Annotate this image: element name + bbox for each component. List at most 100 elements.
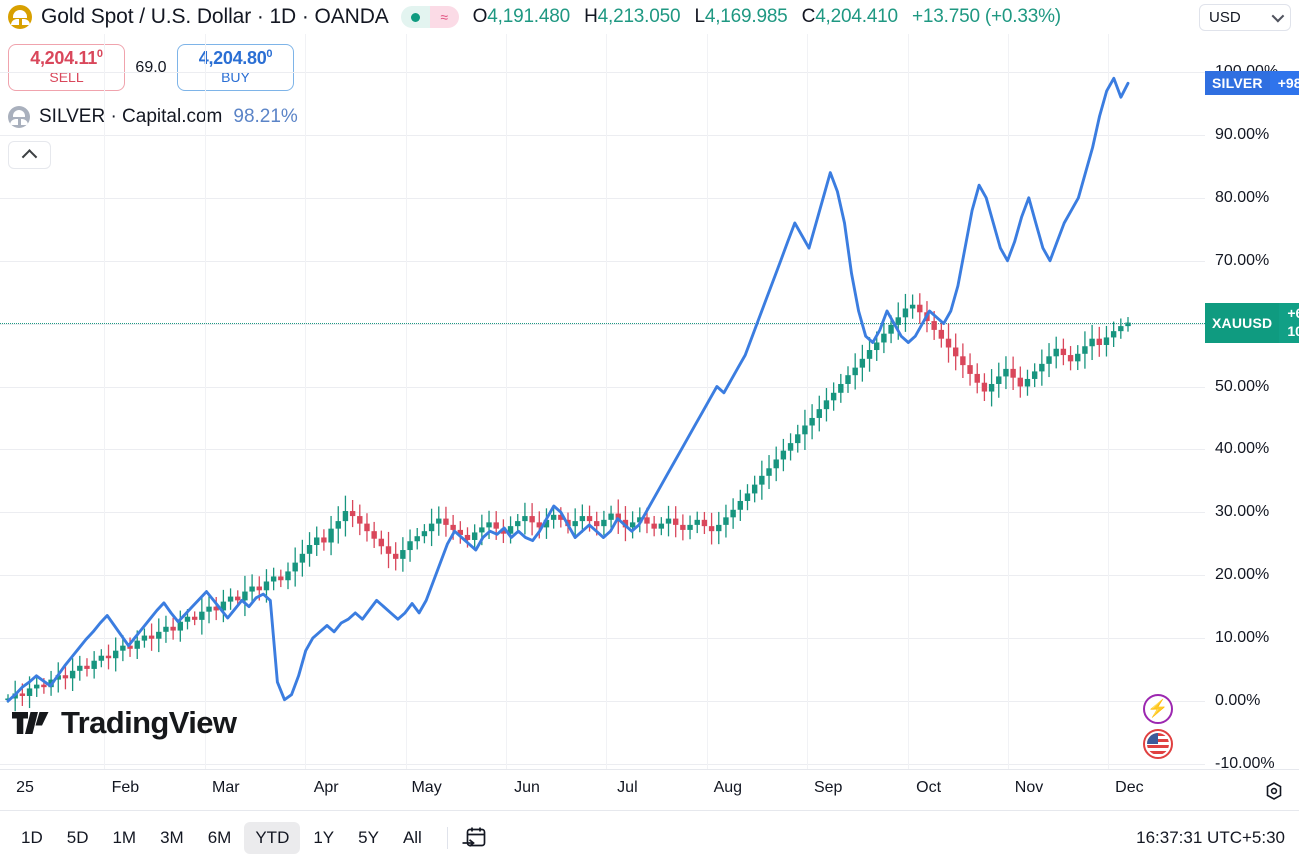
gridline-horizontal [0, 638, 1205, 640]
xauusd-price-badge[interactable]: XAUUSD +60.16% 10:52:28 [1205, 302, 1299, 343]
gridline-vertical [305, 34, 307, 769]
ohlc-high-value: 4,213.050 [597, 6, 681, 27]
sell-button[interactable]: 4,204.110 SELL [8, 44, 125, 91]
legend-item-silver[interactable]: SILVER · Capital.com 98.21% [8, 106, 298, 128]
candle-body [69, 670, 76, 679]
axis-settings-icon[interactable] [1263, 780, 1285, 802]
candle-body [206, 606, 212, 612]
candle-body [191, 616, 198, 620]
candle-body [479, 527, 485, 533]
time-axis[interactable]: 25 Feb Mar Apr May Jun Jul Aug Sep Oct Nov Dec [0, 769, 1299, 809]
candle-body [321, 537, 327, 543]
gridline-vertical [606, 34, 608, 769]
chart-series-layer [5, 76, 1131, 712]
candle-body [852, 367, 858, 376]
range-selector[interactable]: 1D 5D 1M 3M 6M YTD 1Y 5Y All [10, 821, 433, 854]
range-button-1m[interactable]: 1M [112, 827, 137, 847]
candle-body [644, 517, 650, 524]
range-button-3m[interactable]: 3M [160, 827, 184, 847]
candle-body [529, 516, 535, 523]
candle-body [457, 529, 464, 535]
candle-body [859, 358, 866, 368]
us-flag-icon[interactable] [1143, 729, 1173, 759]
market-open-dot-icon[interactable] [400, 6, 430, 28]
range-button-5d[interactable]: 5D [66, 827, 89, 847]
buy-button[interactable]: 4,204.800 BUY [177, 44, 294, 91]
candle-body [378, 538, 385, 547]
toolbar-divider [446, 826, 448, 849]
page-title[interactable]: Gold Spot / U.S. Dollar · 1D · OANDA [41, 5, 389, 28]
price-axis[interactable]: 100.00%90.00%80.00%70.00%60.00%50.00%40.… [1205, 34, 1299, 772]
ohlc-close-value: 4,204.410 [815, 6, 898, 27]
ohlc-low-value: 4,169.985 [704, 6, 788, 27]
time-axis-tick: Jun [514, 779, 540, 796]
currency-selector[interactable]: USD [1199, 4, 1291, 31]
candle-body [830, 392, 837, 401]
candle-body [500, 528, 507, 534]
candle-body [938, 329, 945, 339]
price-axis-tick: 20.00% [1215, 566, 1270, 584]
range-button-1d[interactable]: 1D [21, 827, 43, 847]
candle-body [400, 550, 406, 559]
silver-price-badge[interactable]: SILVER +98.21% [1205, 71, 1299, 96]
gold-bars-icon [8, 5, 32, 29]
collapse-legend-button[interactable] [8, 141, 51, 169]
chart-canvas[interactable]: TradingView [0, 34, 1205, 769]
candle-body [845, 375, 851, 384]
candle-body [988, 383, 995, 392]
silver-badge-value: +98.21% [1277, 74, 1299, 91]
candle-body [1096, 338, 1102, 345]
candle-body [996, 376, 1002, 384]
candle-body [62, 675, 69, 679]
silver-line-series [6, 76, 1130, 703]
candle-body [802, 425, 808, 435]
candle-body [292, 562, 298, 572]
candle-body [220, 601, 227, 611]
price-axis-tick: 10.00% [1215, 629, 1270, 647]
candle-body [364, 523, 370, 532]
candle-body [1046, 356, 1052, 364]
candle-body [716, 524, 722, 532]
candle-body [1031, 371, 1038, 379]
time-axis-tick: May [411, 779, 442, 796]
chart-header: Gold Spot / U.S. Dollar · 1D · OANDA ≈ O… [0, 0, 1299, 34]
candle-body [522, 516, 528, 522]
gridline-vertical [506, 34, 507, 769]
candle-body [213, 606, 219, 611]
time-axis-tick: Oct [916, 779, 942, 796]
candle-body [184, 616, 191, 622]
time-axis-tick: Sep [813, 779, 843, 796]
candle-body [299, 553, 306, 563]
range-button-6m[interactable]: 6M [207, 827, 232, 847]
candle-body [558, 514, 564, 520]
range-button-1y[interactable]: 1Y [313, 827, 335, 847]
range-button-all[interactable]: All [402, 827, 422, 847]
candle-body [931, 321, 937, 330]
calendar-range-icon[interactable] [460, 825, 488, 851]
bottom-toolbar: 1D 5D 1M 3M 6M YTD 1Y 5Y All 16:37:31 UTC+5:30 [0, 810, 1299, 864]
range-button-5y[interactable]: 5Y [358, 827, 379, 847]
candle-body [256, 586, 262, 591]
range-button-ytd[interactable]: YTD [244, 821, 301, 854]
price-axis-tick: -10.00% [1215, 754, 1275, 772]
candle-body [227, 596, 234, 602]
gridline-horizontal [0, 323, 1205, 325]
candle-body [701, 519, 708, 527]
candle-body [787, 443, 794, 451]
price-axis-tick: 0.00% [1215, 692, 1261, 709]
candle-body [249, 586, 255, 592]
candle-body [91, 660, 97, 669]
candles-toggle-icon[interactable]: ≈ [429, 6, 459, 28]
sell-price-fraction: 0 [96, 48, 103, 61]
buy-price: 4,204.80 [198, 48, 267, 69]
ohlc-open-label: O [472, 6, 488, 27]
lightning-bolt-icon[interactable]: ⚡ [1143, 694, 1173, 724]
candle-body [443, 518, 449, 525]
header-toggles[interactable]: ≈ [400, 6, 459, 28]
tradingview-watermark: TradingView [12, 705, 237, 741]
price-axis-tick: 50.00% [1215, 377, 1270, 395]
ohlc-low-label: L [694, 6, 705, 27]
candle-body [385, 546, 392, 554]
candle-body [687, 524, 693, 530]
candle-body [493, 522, 499, 529]
